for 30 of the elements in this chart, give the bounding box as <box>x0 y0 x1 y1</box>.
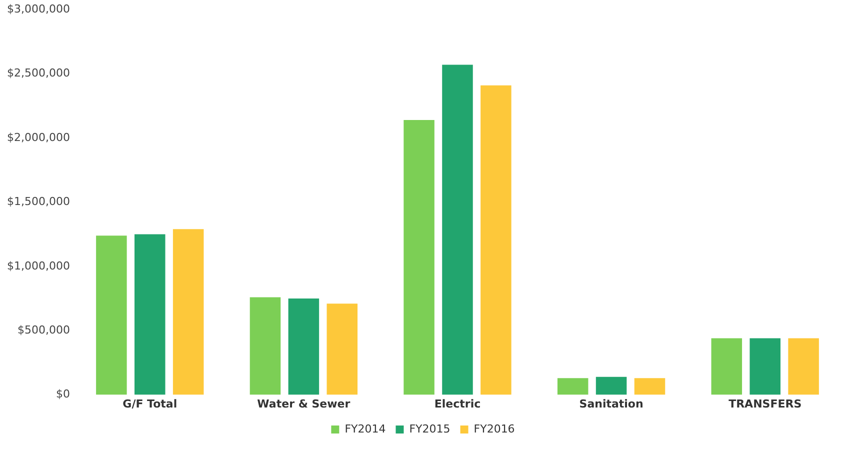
bar <box>557 378 588 395</box>
x-tick-label: G/F Total <box>122 397 178 410</box>
bar <box>711 338 742 395</box>
bar <box>250 297 281 395</box>
legend-label: FY2015 <box>409 422 450 436</box>
bar <box>96 236 127 395</box>
bar <box>288 298 320 395</box>
legend-label: FY2016 <box>474 422 515 436</box>
y-tick-label: $1,000,000 <box>6 259 70 272</box>
bar <box>134 234 166 395</box>
bar <box>480 85 512 395</box>
bar <box>326 304 358 395</box>
x-tick-label: TRANSFERS <box>728 397 802 410</box>
y-tick-label: $2,500,000 <box>6 66 70 80</box>
bar <box>172 229 204 395</box>
x-tick-label: Sanitation <box>579 397 644 410</box>
bar <box>750 338 780 395</box>
y-tick-label: $3,000,000 <box>6 2 70 16</box>
x-tick-label: Electric <box>434 397 481 410</box>
y-tick-label: $2,000,000 <box>6 130 70 144</box>
bar <box>634 378 666 395</box>
y-tick-label: $0 <box>56 388 70 401</box>
bar <box>404 120 434 395</box>
y-tick-label: $500,000 <box>17 323 70 336</box>
bar <box>788 338 819 395</box>
legend-label: FY2014 <box>344 422 386 436</box>
bar <box>442 64 473 395</box>
bar <box>596 376 627 395</box>
x-tick-label: Water & Sewer <box>257 397 351 410</box>
y-tick-label: $1,500,000 <box>6 195 70 208</box>
